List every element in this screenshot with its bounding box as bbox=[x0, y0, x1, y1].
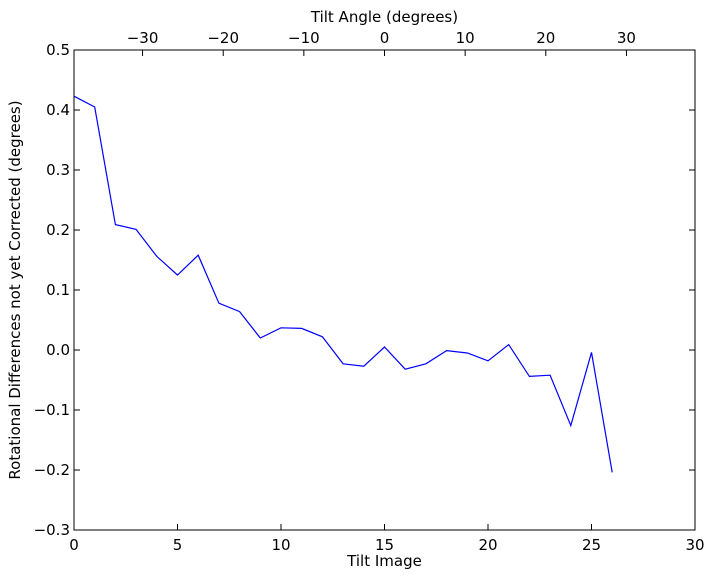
y-tick-label: 0.5 bbox=[46, 41, 70, 59]
ticks-layer bbox=[73, 49, 696, 531]
top-x-tick-label: −20 bbox=[207, 29, 239, 47]
y-tick-label: 0.3 bbox=[46, 161, 70, 179]
top-x-tick-label: 10 bbox=[456, 29, 475, 47]
y-axis-title: Rotational Differences not yet Corrected… bbox=[6, 100, 24, 479]
x-axis-title: Tilt Image bbox=[346, 552, 422, 570]
y-tick-label: 0.1 bbox=[46, 281, 70, 299]
y-tick-label: −0.3 bbox=[34, 521, 70, 539]
x-tick-label: 25 bbox=[582, 536, 601, 554]
top-x-axis-title: Tilt Angle (degrees) bbox=[310, 8, 458, 26]
series-line bbox=[73, 95, 613, 473]
y-tick-label: 0.0 bbox=[46, 341, 70, 359]
y-tick-label: 0.4 bbox=[46, 101, 70, 119]
tick-labels-layer: 0 5 10 15 20 25 30 −30 −20 −10 0 10 20 30 −0.3 −0.2 −0.1… bbox=[34, 29, 705, 554]
y-tick-label: −0.2 bbox=[34, 461, 70, 479]
top-x-tick-label: −30 bbox=[127, 29, 159, 47]
top-x-tick-label: −10 bbox=[288, 29, 320, 47]
x-tick-label: 0 bbox=[69, 536, 79, 554]
y-tick-label: −0.1 bbox=[34, 401, 70, 419]
y-tick-label: 0.2 bbox=[46, 221, 70, 239]
top-x-tick-label: 30 bbox=[617, 29, 636, 47]
x-tick-label: 30 bbox=[685, 536, 704, 554]
x-tick-label: 20 bbox=[478, 536, 497, 554]
top-x-tick-label: 0 bbox=[380, 29, 390, 47]
x-tick-label: 10 bbox=[271, 536, 290, 554]
x-tick-label: 15 bbox=[375, 536, 394, 554]
plot-frame bbox=[73, 49, 696, 531]
x-tick-label: 5 bbox=[173, 536, 183, 554]
top-x-tick-label: 20 bbox=[536, 29, 555, 47]
